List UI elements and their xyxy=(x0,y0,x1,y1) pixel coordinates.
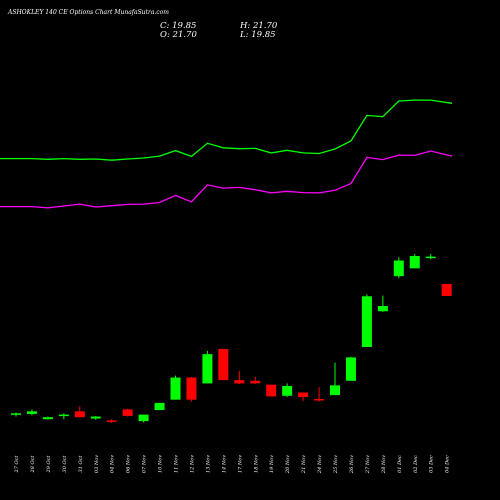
candle xyxy=(186,376,197,402)
candle-body xyxy=(11,413,21,415)
moving-average-layer xyxy=(0,99,453,209)
candle xyxy=(377,295,388,312)
candle-body xyxy=(202,354,213,384)
candle xyxy=(11,412,21,417)
candle-body xyxy=(138,414,149,422)
x-tick-label: 20 Nov xyxy=(285,455,291,474)
chart-title: ASHOKLEY 140 CE Options Chart MunafaSutr… xyxy=(7,9,169,16)
candle-body xyxy=(218,348,229,381)
candle xyxy=(218,348,229,381)
candle-body xyxy=(90,416,101,419)
candle xyxy=(170,375,181,400)
x-tick-label: 31 Oct xyxy=(78,455,84,473)
x-tick-label: 14 Nov xyxy=(221,455,227,473)
x-tick-label: 25 Nov xyxy=(333,455,339,474)
candle xyxy=(441,283,452,296)
x-tick-label: 13 Nov xyxy=(205,455,211,473)
x-tick-label: 04 Dec xyxy=(445,455,451,473)
candle-body xyxy=(154,402,165,411)
candle xyxy=(314,387,325,402)
x-tick-label: 12 Nov xyxy=(189,455,195,473)
candle xyxy=(345,356,356,381)
candle xyxy=(26,409,37,416)
candle xyxy=(266,384,277,397)
open-readout: O: 21.70 xyxy=(160,30,197,40)
candle xyxy=(154,402,165,411)
x-tick-label: 27 Nov xyxy=(365,455,371,474)
candle-body xyxy=(409,256,420,269)
x-tick-label: 24 Nov xyxy=(317,455,323,474)
candle-body xyxy=(330,385,340,396)
candle-body xyxy=(377,306,388,312)
high-readout: H: 21.70 xyxy=(239,21,278,31)
candle-body xyxy=(345,357,356,381)
low-readout: L: 19.85 xyxy=(239,30,276,40)
candle xyxy=(330,362,340,396)
candle-body xyxy=(26,411,37,414)
candle-body xyxy=(266,384,277,397)
candle xyxy=(234,371,245,385)
candle-body xyxy=(298,392,309,398)
candle-body xyxy=(441,283,452,296)
candle-body xyxy=(393,260,404,277)
candle-body xyxy=(58,414,69,417)
x-tick-label: 07 Nov xyxy=(142,455,148,473)
candle xyxy=(361,294,372,347)
candle xyxy=(298,392,309,401)
x-tick-label: 28 Oct xyxy=(30,455,36,474)
candle-body xyxy=(250,380,261,384)
candle-body xyxy=(282,386,293,396)
x-tick-label: 17 Nov xyxy=(237,455,243,473)
candle-body xyxy=(42,417,53,420)
candlestick-layer xyxy=(11,254,452,424)
candle-body xyxy=(186,377,197,400)
x-axis-labels: 27 Oct 28 Oct 29 Oct 30 Oct 31 Oct 03 Nov 04 N… xyxy=(14,455,451,474)
candle-body xyxy=(425,256,436,259)
candle-body xyxy=(361,296,372,347)
x-tick-label: 27 Oct xyxy=(14,455,20,474)
candle xyxy=(90,415,101,420)
candle xyxy=(138,414,149,423)
candle xyxy=(250,376,261,385)
candle-body xyxy=(122,409,133,416)
x-tick-label: 04 Nov xyxy=(110,455,116,473)
candle xyxy=(393,257,404,279)
x-tick-label: 01 Dec xyxy=(397,455,403,473)
candle xyxy=(106,419,117,424)
candle xyxy=(58,413,69,420)
x-tick-label: 21 Nov xyxy=(301,455,307,474)
candle xyxy=(122,408,133,417)
candle xyxy=(282,383,293,398)
candle xyxy=(409,254,420,269)
candle-body xyxy=(106,420,117,422)
candle-body xyxy=(170,377,181,400)
x-tick-label: 03 Dec xyxy=(429,455,435,473)
x-tick-label: 10 Nov xyxy=(158,455,164,473)
candle-body xyxy=(74,411,85,418)
candle-body xyxy=(314,399,325,401)
x-tick-label: 26 Nov xyxy=(349,455,355,474)
candle xyxy=(202,350,213,384)
moving-average-line-1 xyxy=(0,99,453,161)
x-tick-label: 29 Oct xyxy=(46,455,52,474)
x-tick-label: 28 Nov xyxy=(381,455,387,474)
candle xyxy=(74,406,85,418)
candle xyxy=(42,416,53,420)
close-readout: C: 19.85 xyxy=(160,21,196,31)
x-tick-label: 19 Nov xyxy=(269,455,275,473)
candle-body xyxy=(234,380,245,384)
x-tick-label: 03 Nov xyxy=(94,455,100,473)
x-tick-label: 30 Oct xyxy=(62,455,68,473)
x-tick-label: 06 Nov xyxy=(126,455,132,473)
x-tick-label: 18 Nov xyxy=(253,455,259,473)
x-tick-label: 11 Nov xyxy=(174,455,180,473)
moving-average-line-2 xyxy=(0,150,453,209)
x-tick-label: 02 Dec xyxy=(413,455,419,473)
candle xyxy=(425,254,436,260)
